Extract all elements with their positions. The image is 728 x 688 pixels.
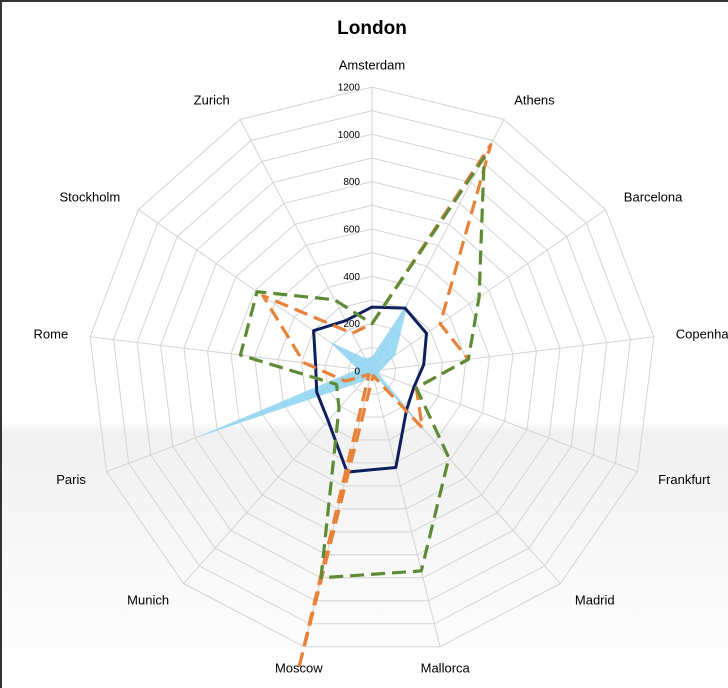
chart-title: London [337,18,407,39]
grid-spoke [90,336,373,372]
category-label: Zurich [194,93,230,108]
grid-ring [206,204,538,533]
category-label: Amsterdam [339,58,405,73]
series-line-solid [312,305,428,474]
grid-ring [183,181,561,556]
category-labels: Amsterdam Athens Barcelona Copenhagen Frankf… [34,58,728,676]
grid-ring [277,275,467,464]
grid-ring [136,133,608,602]
tick-label: 200 [343,319,360,330]
series-area [195,301,432,439]
grid-spoke [371,336,654,372]
category-label: Barcelona [624,190,683,205]
grid-ring [253,252,491,487]
category-label: Copenhagen [676,327,728,342]
category-label: Moscow [275,661,323,676]
grid-spoke [239,119,373,372]
category-label: Rome [34,327,69,342]
grid-ring [300,299,444,441]
category-label: Madrid [575,593,615,608]
category-label: Athens [514,93,555,108]
radar-series [195,143,493,672]
grid-ring [113,110,631,625]
grid-spoke [183,370,373,584]
radial-tick-labels: 0 200 400 600 800 1000 1200 [338,83,361,378]
tick-label: 1200 [338,83,361,94]
tick-label: 800 [343,177,360,188]
tick-label: 600 [343,225,360,236]
series-line-dashed-3 [261,143,493,672]
series-line-dashed-4 [238,155,486,580]
grid-ring [160,157,584,579]
tick-label: 1000 [338,130,361,141]
tick-label: 0 [354,367,360,378]
category-label: Munich [127,593,169,608]
grid-ring [324,323,420,418]
category-label: Mallorca [421,661,471,676]
category-label: Frankfurt [658,472,710,487]
grid-ring [230,228,514,510]
grid-ring [89,86,655,648]
category-label: Paris [56,472,86,487]
category-label: Stockholm [59,190,120,205]
tick-label: 400 [343,272,360,283]
grid-spoke [371,370,441,647]
grid-spoke [371,209,606,372]
